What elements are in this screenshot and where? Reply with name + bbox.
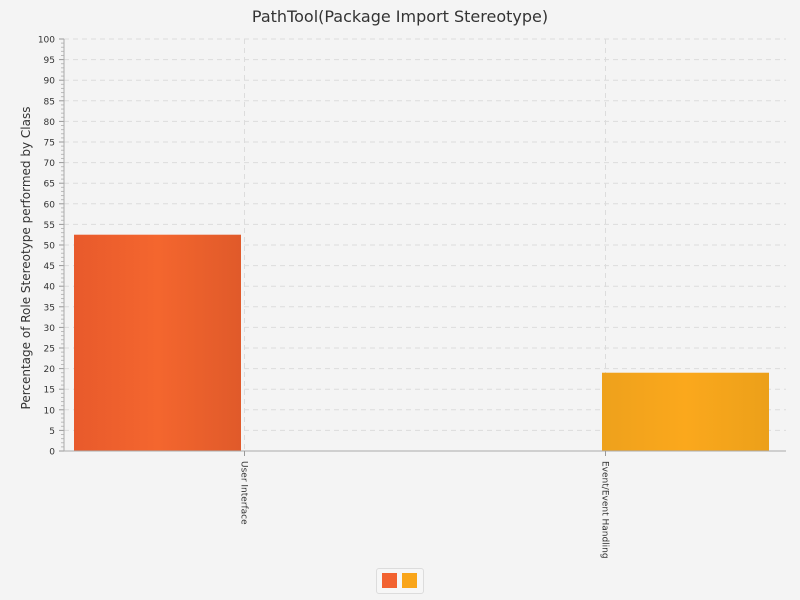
y-tick-label: 80 (44, 118, 56, 128)
bar (602, 372, 769, 451)
y-tick-label: 60 (44, 200, 56, 210)
y-tick-label: 15 (44, 386, 55, 396)
y-tick-label: 75 (44, 139, 55, 149)
y-tick-label: 65 (44, 180, 55, 190)
y-tick-label: 40 (44, 283, 56, 293)
y-tick-label: 70 (44, 159, 56, 169)
y-tick-label: 20 (44, 365, 56, 375)
y-tick-label: 55 (44, 221, 55, 231)
legend-swatch-1 (382, 573, 397, 588)
x-tick-label: User Interface (239, 461, 249, 525)
y-tick-label: 50 (44, 242, 56, 252)
y-tick-label: 5 (49, 427, 55, 437)
y-tick-label: 30 (44, 324, 56, 334)
bar (74, 234, 241, 451)
y-tick-label: 45 (44, 262, 55, 272)
y-tick-label: 10 (44, 406, 56, 416)
y-tick-label: 25 (44, 345, 55, 355)
chart-title: PathTool(Package Import Stereotype) (251, 7, 549, 26)
y-tick-label: 85 (44, 97, 55, 107)
y-tick-label: 0 (49, 448, 55, 458)
y-tick-label: 35 (44, 303, 55, 313)
x-tick-label: Event/Event Handling (600, 461, 610, 559)
y-tick-label: 90 (44, 77, 56, 87)
legend (376, 568, 424, 594)
y-tick-label: 100 (38, 36, 55, 46)
y-tick-label: 95 (44, 56, 55, 66)
legend-swatch-2 (402, 573, 417, 588)
